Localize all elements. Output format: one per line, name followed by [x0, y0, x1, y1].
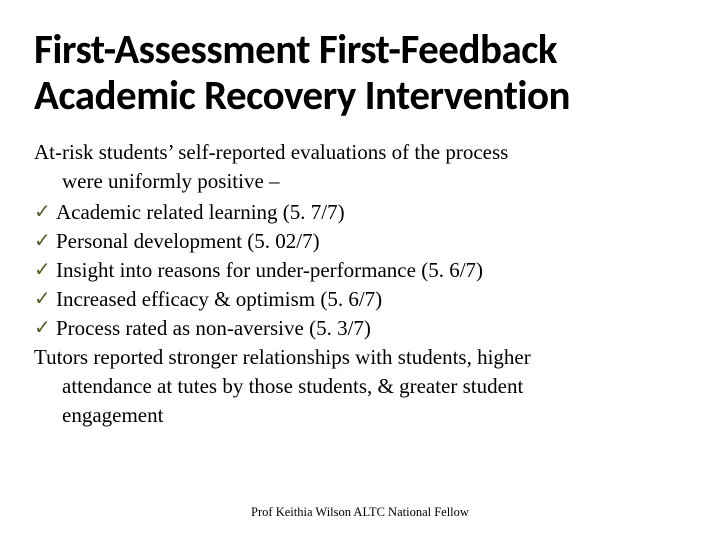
check-icon: ✓ — [34, 227, 51, 255]
list-item-text: Personal development (5. 02/7) — [56, 229, 320, 253]
list-item: ✓ Academic related learning (5. 7/7) — [34, 198, 686, 227]
outro-line-1: Tutors reported stronger relationships w… — [34, 345, 531, 369]
intro-text: At-risk students’ self-reported evaluati… — [34, 138, 686, 196]
check-icon: ✓ — [34, 256, 51, 284]
bullet-list: ✓ Academic related learning (5. 7/7) ✓ P… — [34, 198, 686, 343]
list-item-text: Process rated as non-aversive (5. 3/7) — [56, 316, 371, 340]
list-item: ✓ Insight into reasons for under-perform… — [34, 256, 686, 285]
slide-title: First-Assessment First-Feedback Academic… — [34, 28, 686, 120]
list-item: ✓ Process rated as non-aversive (5. 3/7) — [34, 314, 686, 343]
outro-text: Tutors reported stronger relationships w… — [34, 343, 686, 430]
outro-line-3: engagement — [34, 401, 686, 430]
list-item-text: Increased efficacy & optimism (5. 6/7) — [56, 287, 382, 311]
outro-line-2: attendance at tutes by those students, &… — [34, 372, 686, 401]
check-icon: ✓ — [34, 285, 51, 313]
intro-line-1: At-risk students’ self-reported evaluati… — [34, 140, 508, 164]
slide-footer: Prof Keithia Wilson ALTC National Fellow — [0, 505, 720, 520]
slide-body: At-risk students’ self-reported evaluati… — [34, 138, 686, 430]
list-item: ✓ Increased efficacy & optimism (5. 6/7) — [34, 285, 686, 314]
slide: First-Assessment First-Feedback Academic… — [0, 0, 720, 540]
check-icon: ✓ — [34, 314, 51, 342]
intro-line-2: were uniformly positive – — [34, 167, 686, 196]
list-item: ✓ Personal development (5. 02/7) — [34, 227, 686, 256]
check-icon: ✓ — [34, 198, 51, 226]
list-item-text: Academic related learning (5. 7/7) — [56, 200, 345, 224]
list-item-text: Insight into reasons for under-performan… — [56, 258, 483, 282]
